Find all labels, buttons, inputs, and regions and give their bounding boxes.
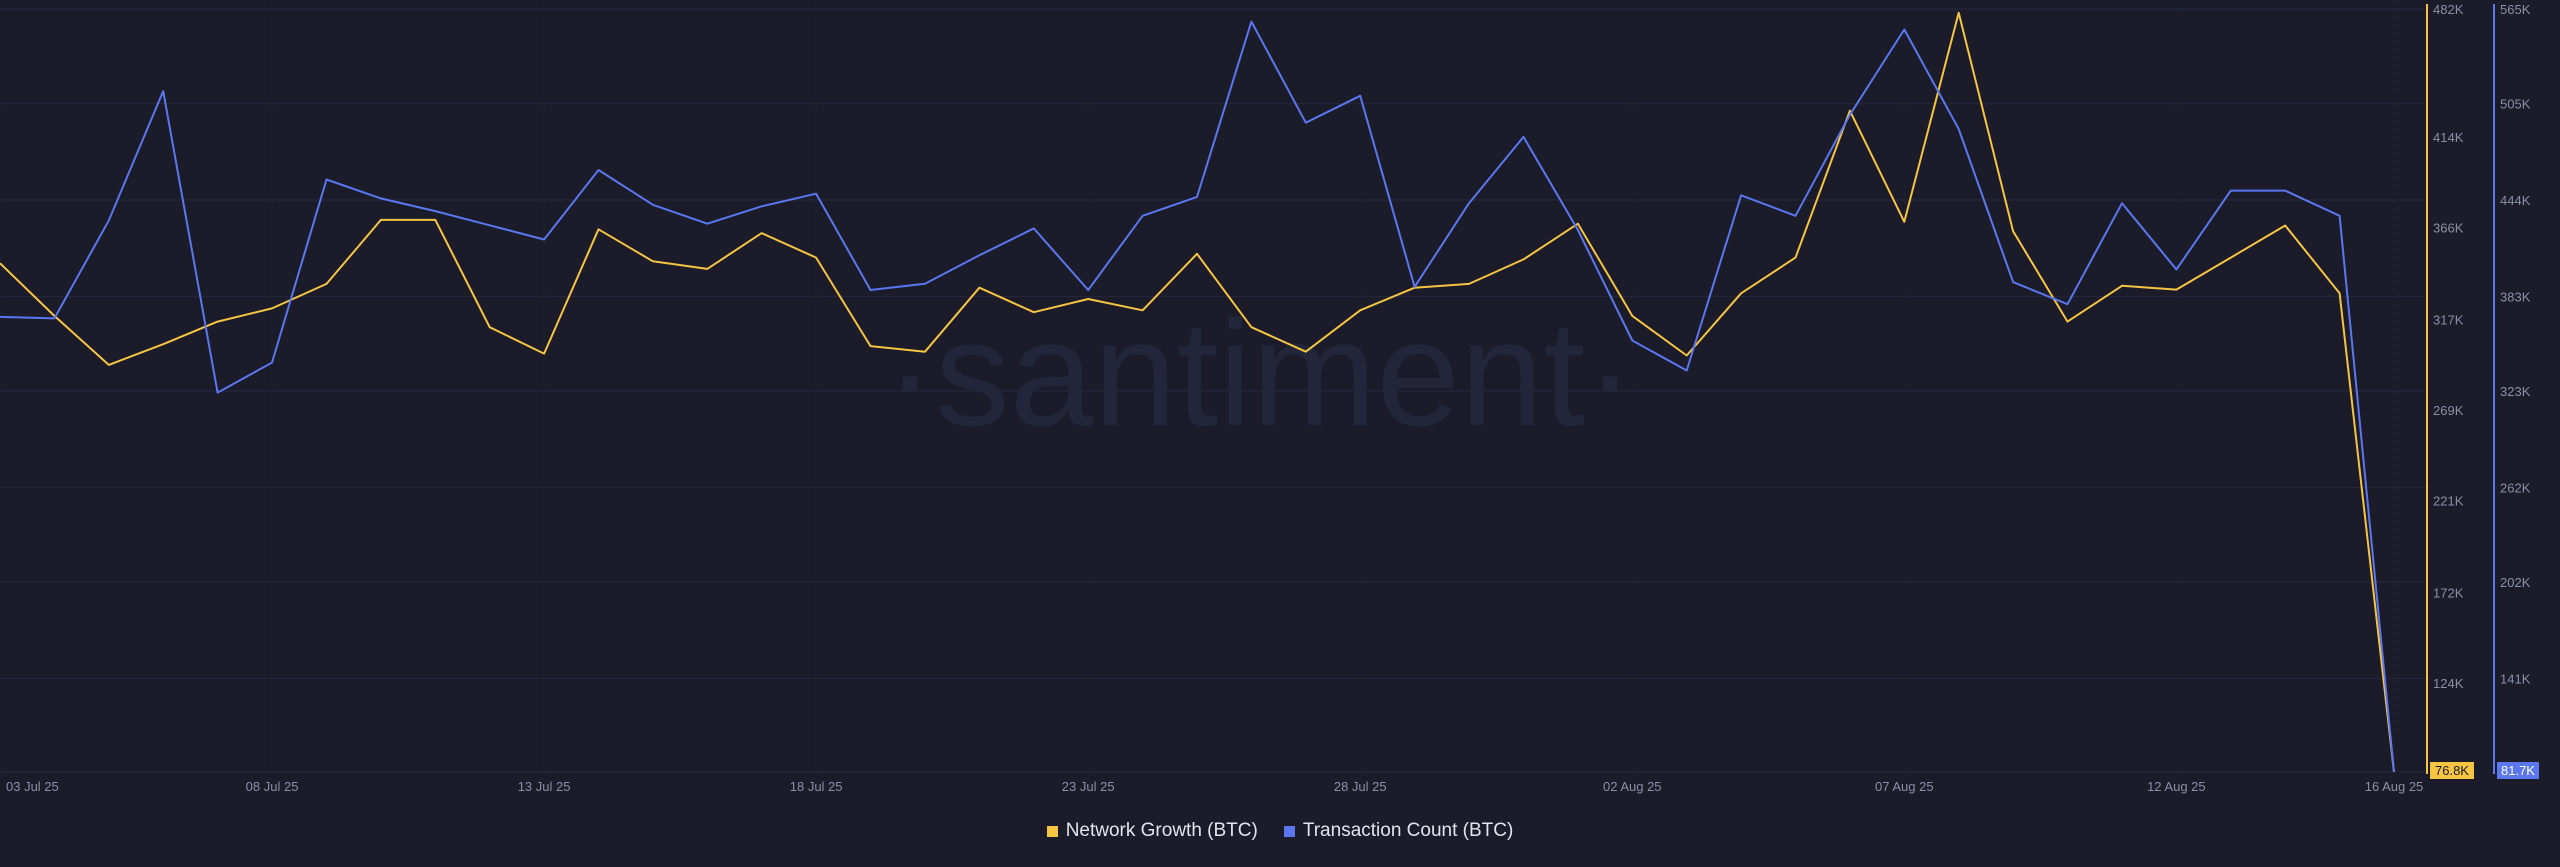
x-tick-label: 23 Jul 25: [1062, 779, 1115, 794]
x-tick-label: 02 Aug 25: [1603, 779, 1662, 794]
legend-swatch-transaction-count: [1283, 825, 1295, 837]
latest-value-box-transaction-count: [2497, 762, 2539, 779]
latest-value-transaction-count: 81.7K: [2501, 763, 2535, 778]
y-tick-label-left: 124K: [2433, 676, 2464, 691]
y-tick-label-left: 221K: [2433, 493, 2464, 508]
grid-lines: [0, 0, 2426, 773]
legend-label-transaction-count: Transaction Count (BTC): [1302, 820, 1514, 841]
y-tick-label-left: 172K: [2433, 586, 2464, 601]
y-tick-label-right: 323K: [2500, 384, 2531, 399]
y-tick-label-right: 262K: [2500, 480, 2531, 495]
x-tick-label: 07 Aug 25: [1875, 779, 1934, 794]
y-axis-ticks: 124K 172K 221K 269K 317K 366K 414K 482K 141K 202K…: [2430, 2, 2539, 779]
x-tick-label: 13 Jul 25: [518, 779, 571, 794]
latest-value-network-growth: 76.8K: [2435, 763, 2469, 778]
y-tick-label-left: 366K: [2433, 220, 2464, 235]
x-tick-label: 12 Aug 25: [2147, 779, 2206, 794]
legend-label-network-growth: Network Growth (BTC): [1065, 820, 1258, 841]
y-tick-label-right: 202K: [2500, 575, 2531, 590]
y-tick-label-left: 414K: [2433, 130, 2464, 145]
x-tick-label: 28 Jul 25: [1334, 779, 1387, 794]
y-tick-label-right: 505K: [2500, 97, 2531, 112]
legend-swatch-network-growth: [1046, 825, 1058, 837]
y-tick-label-right: 444K: [2500, 193, 2531, 208]
series-lines: [0, 11, 2395, 773]
y-tick-label-left: 317K: [2433, 313, 2464, 328]
series-line-network-growth: [0, 11, 2395, 773]
y-tick-label-left: 482K: [2433, 2, 2464, 17]
x-axis-ticks: 03 Jul 25 08 Jul 25 13 Jul 25 18 Jul 25 23 J…: [6, 779, 2423, 794]
y-tick-label-right: 141K: [2500, 671, 2531, 686]
series-line-transaction-count: [0, 20, 2395, 773]
latest-value-box-network-growth: [2430, 762, 2474, 779]
x-tick-label: 18 Jul 25: [790, 779, 843, 794]
y-tick-label-left: 269K: [2433, 403, 2464, 418]
x-tick-label: 16 Aug 25: [2365, 779, 2424, 794]
legend-item-network-growth[interactable]: Network Growth (BTC): [1046, 820, 1258, 842]
axes: [2426, 4, 2495, 774]
y-tick-label-right: 565K: [2500, 2, 2531, 17]
legend: Network Growth (BTC) Transaction Count (…: [0, 820, 2560, 842]
y-tick-label-right: 383K: [2500, 289, 2531, 304]
watermark: ·santiment·: [885, 289, 1635, 457]
legend-item-transaction-count[interactable]: Transaction Count (BTC): [1283, 820, 1514, 842]
x-tick-label: 08 Jul 25: [246, 779, 299, 794]
x-tick-label: 03 Jul 25: [6, 779, 59, 794]
